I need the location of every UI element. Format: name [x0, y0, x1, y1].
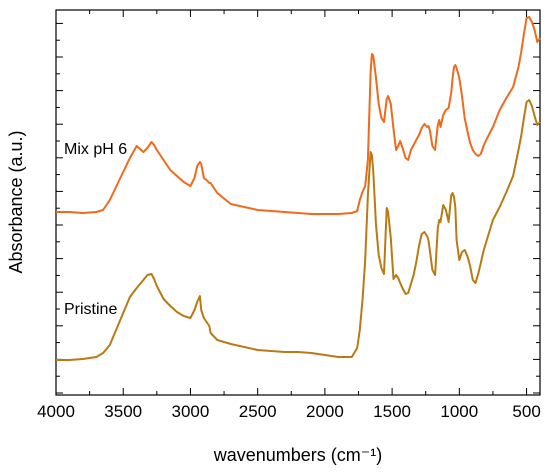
x-tick-label: 2500: [239, 402, 277, 421]
x-tick-label: 4000: [37, 402, 75, 421]
series-line-mix-ph6: [56, 16, 541, 215]
x-tick-label: 3000: [171, 402, 209, 421]
y-axis-title: Absorbance (a.u.): [6, 130, 26, 273]
x-tick-label: 500: [512, 402, 540, 421]
x-tick-label: 2000: [306, 402, 344, 421]
series-layer: [56, 16, 541, 361]
axis-ticks: [55, 10, 540, 395]
x-tick-label: 1500: [373, 402, 411, 421]
x-tick-label: 3500: [104, 402, 142, 421]
x-tick-labels: 4000 3500 3000 2500 2000 1500 1000 500: [37, 402, 541, 421]
x-tick-label: 1000: [440, 402, 478, 421]
series-label-mix-ph6: Mix pH 6: [64, 141, 127, 158]
series-line-pristine: [56, 99, 541, 361]
x-axis-title: wavenumbers (cm⁻¹): [213, 445, 383, 465]
series-label-pristine: Pristine: [64, 301, 117, 318]
plot-frame: [55, 9, 541, 396]
